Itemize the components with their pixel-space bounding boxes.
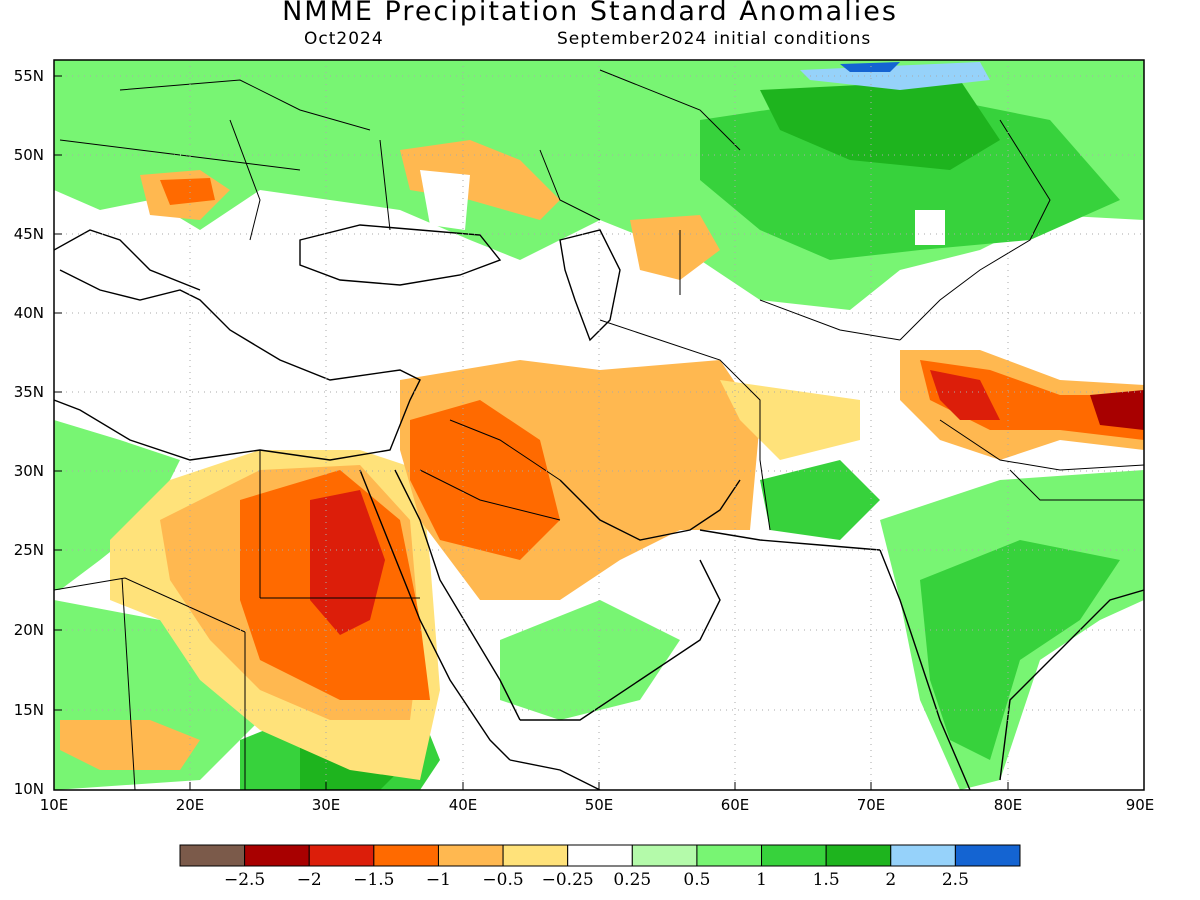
orange-ukraine	[400, 140, 560, 220]
lat-label-10n: 10N	[13, 780, 44, 798]
colorbar-swatch	[567, 844, 633, 867]
red-kashmir	[930, 370, 1000, 420]
lat-label-20n: 20N	[13, 621, 44, 639]
lat-label-25n: 25N	[13, 541, 44, 559]
colorbar-tick-label: −1	[425, 870, 451, 890]
colorbar-tick-label: −0.5	[482, 870, 524, 890]
colorbar-swatch	[179, 844, 246, 867]
initial-conditions: September2024 initial conditions	[557, 29, 872, 49]
colorbar-tick-label: 2	[885, 870, 897, 890]
orange-kenya	[60, 720, 200, 770]
colorbar-swatch	[244, 844, 310, 867]
red-sea-east	[394, 469, 521, 721]
lat-label-45n: 45N	[13, 225, 44, 243]
lon-label-40e: 40E	[448, 796, 478, 814]
lon-label-60e: 60E	[720, 796, 750, 814]
colorbar-swatch	[761, 844, 827, 867]
white-patch-2	[915, 210, 945, 245]
green-west-africa	[54, 420, 180, 590]
colorbar-swatch	[308, 844, 375, 867]
lat-label-15n: 15N	[13, 701, 44, 719]
colorbar-tick-label: −1.5	[353, 870, 395, 890]
white-patch-1	[420, 170, 470, 230]
colorbar-tick-label: −0.25	[541, 870, 594, 890]
blue-north-dark	[840, 62, 900, 72]
colorbar-swatch	[631, 844, 698, 867]
green-india-dark	[920, 540, 1120, 760]
iran-coast	[699, 529, 881, 551]
orange-balkans-dark	[160, 178, 215, 205]
red-sudan	[310, 490, 385, 635]
lon-label-30e: 30E	[311, 796, 341, 814]
colorbar	[179, 844, 1021, 867]
india-east	[999, 589, 1144, 781]
red-tibet	[1090, 390, 1144, 430]
green-arabia-south	[500, 600, 680, 720]
africa-horn	[509, 759, 601, 790]
green-siberia-dark	[760, 80, 1000, 170]
lon-label-20e: 20E	[175, 796, 205, 814]
colorbar-swatch	[502, 844, 569, 867]
colorbar-swatch	[825, 844, 892, 867]
lat-label-30n: 30N	[13, 462, 44, 480]
political-borders	[54, 69, 1144, 790]
anomaly-field	[54, 60, 1144, 790]
green-iran-east	[760, 460, 880, 540]
colorbar-tick-label: 1	[756, 870, 767, 890]
tick-marks	[54, 75, 1009, 790]
mediterranean-coast	[54, 269, 421, 461]
lon-label-80e: 80E	[993, 796, 1023, 814]
colorbar-tick-label: 0.5	[683, 870, 711, 890]
lon-label-90e: 90E	[1125, 796, 1155, 814]
lat-label-55n: 55N	[13, 67, 44, 85]
colorbar-swatch	[437, 844, 504, 867]
yellow-iran	[720, 380, 860, 460]
colorbar-swatch	[373, 844, 439, 867]
colorbar-tick-label: 0.25	[613, 870, 652, 890]
lon-label-10e: 10E	[39, 796, 69, 814]
lat-label-50n: 50N	[13, 146, 44, 164]
colorbar-swatch	[890, 844, 956, 867]
orange-arabia-inner	[410, 400, 560, 560]
lon-label-70e: 70E	[856, 796, 886, 814]
lat-label-35n: 35N	[13, 383, 44, 401]
lat-label-40n: 40N	[13, 304, 44, 322]
arabia-south-coast	[520, 559, 721, 721]
india-west	[879, 549, 971, 790]
colorbar-swatch	[954, 844, 1021, 867]
colorbar-tick-label: −2	[296, 870, 322, 890]
europe-coast	[54, 229, 201, 291]
colorbar-tick-label: −2.5	[223, 870, 266, 890]
red-sea-west	[359, 469, 511, 761]
map-title: NMME Precipitation Standard Anomalies	[282, 0, 898, 27]
forecast-month: Oct2024	[304, 29, 384, 49]
lon-label-50e: 50E	[584, 796, 614, 814]
persian-gulf	[559, 479, 741, 541]
colorbar-swatch	[696, 844, 763, 867]
colorbar-tick-label: 2.5	[941, 870, 969, 890]
orange-kazakh	[630, 215, 720, 280]
colorbar-tick-label: 1.5	[812, 870, 840, 890]
caspian-sea	[559, 229, 621, 342]
